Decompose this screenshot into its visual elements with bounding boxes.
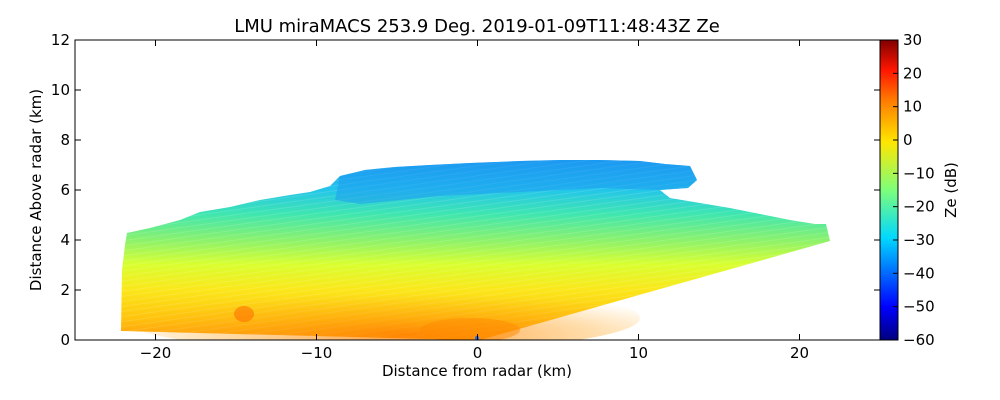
x-axis-label: Distance from radar (km) [382,362,572,380]
y-tick-label: 4 [60,231,70,249]
x-tick-label: −20 [140,344,172,362]
chart-title: LMU miraMACS 253.9 Deg. 2019-01-09T11:48… [234,16,720,37]
y-axis-ticks: 0 2 4 6 8 10 12 [51,31,880,349]
y-tick-label: 6 [60,181,70,199]
colorbar-ticks: 30 20 10 0 −10 −20 −30 −40 −50 −60 [893,31,935,349]
colorbar-tick-label: 0 [903,131,913,149]
y-axis-label: Distance Above radar (km) [27,89,45,291]
x-tick-label: −10 [301,344,333,362]
x-axis-ticks: −20 −10 0 10 20 [140,40,809,362]
y-tick-label: 2 [60,281,70,299]
colorbar-tick-label: −30 [903,231,935,249]
echo-radar-core [420,318,520,340]
colorbar-tick-label: −40 [903,264,935,282]
y-tick-label: 0 [60,331,70,349]
x-tick-label: 20 [790,344,809,362]
colorbar-tick-label: −50 [903,298,935,316]
echo-cloud-top-band [335,160,697,204]
radar-echo-field [120,160,830,340]
echo-near-surface-core [120,284,640,340]
x-tick-label: 0 [473,344,483,362]
x-tick-label: 10 [629,344,648,362]
y-tick-label: 10 [51,81,70,99]
colorbar-label: Ze (dB) [942,162,960,218]
colorbar-tick-label: 20 [903,64,922,82]
colorbar [879,39,899,341]
colorbar-tick-label: −60 [903,331,935,349]
colorbar-tick-label: 30 [903,31,922,49]
colorbar-tick-label: 10 [903,98,922,116]
echo-local-maximum [234,306,254,322]
colorbar-tick-label: −10 [903,164,935,182]
colorbar-tick-label: −20 [903,198,935,216]
y-tick-label: 12 [51,31,70,49]
y-tick-label: 8 [60,131,70,149]
